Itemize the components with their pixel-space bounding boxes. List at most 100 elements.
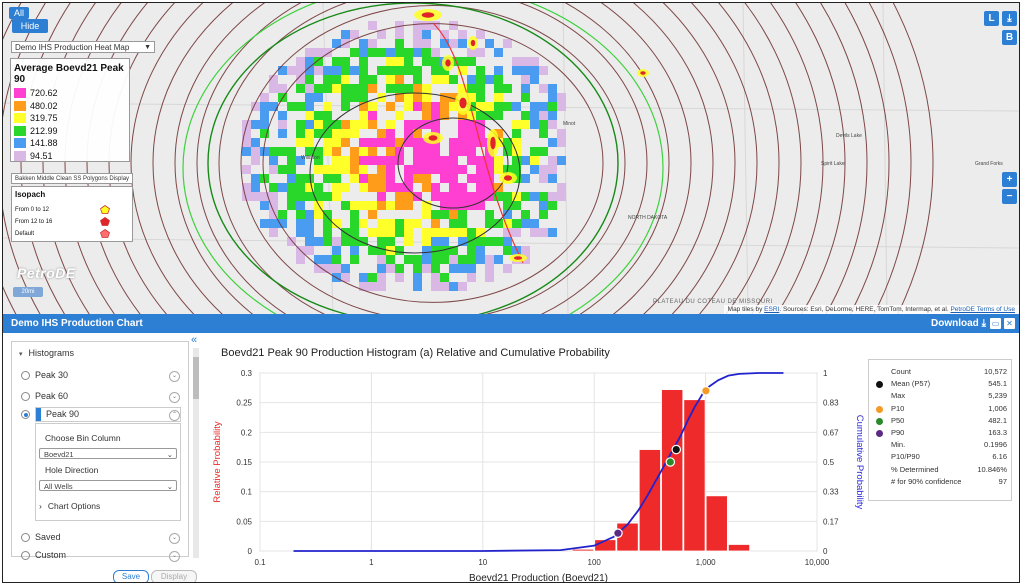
close-icon[interactable]: ✕ [1004, 318, 1015, 329]
layers-l-button[interactable]: L [984, 11, 999, 26]
sidebar-item-peak90-radio[interactable] [21, 409, 35, 420]
heatmap-cell [269, 156, 278, 165]
y2-tick-label: 0.33 [823, 488, 839, 497]
heatmap-cell [431, 228, 440, 237]
sidebar-scrollbar[interactable] [193, 348, 199, 558]
chart-options-toggle[interactable]: › Chart Options [39, 501, 100, 511]
heatmap-cell [386, 156, 395, 165]
heatmap-cell [395, 30, 404, 39]
percentile-marker[interactable] [701, 385, 711, 396]
basemap-b-button[interactable]: B [1002, 30, 1017, 45]
zoom-out-button[interactable]: − [1002, 189, 1017, 204]
legend-swatch [14, 150, 26, 161]
map-view[interactable]: All Hide Demo IHS Production Heat Map ▼ … [3, 3, 1019, 314]
heatmap-cell [467, 102, 476, 111]
heatmap-cell [323, 264, 332, 273]
download-map-icon[interactable]: ⤓ [1002, 11, 1017, 26]
heatmap-cell [431, 57, 440, 66]
heatmap-cell [503, 228, 512, 237]
pentagon-icon [100, 205, 110, 214]
collapse-sidebar-icon[interactable]: « [191, 334, 198, 346]
heatmap-cell [494, 84, 503, 93]
scale-badge[interactable]: 20mi [13, 287, 43, 297]
save-button[interactable]: Save [113, 570, 149, 582]
heatmap-cell [431, 255, 440, 264]
percentile-marker[interactable] [665, 457, 676, 467]
sidebar-item-custom[interactable]: Custom [21, 550, 66, 561]
radio-icon[interactable] [21, 551, 30, 561]
stat-value: 6.16 [992, 452, 1007, 462]
heatmap-cell [413, 147, 422, 156]
expand-chevron-icon[interactable]: ⌄ [169, 371, 180, 382]
heatmap-cell [422, 120, 431, 129]
heatmap-cell [341, 183, 350, 192]
heatmap-cell [404, 48, 413, 57]
heatmap-cell [359, 93, 368, 102]
bin-column-select[interactable]: Boevd21 ⌄ [39, 448, 177, 459]
radio-icon[interactable] [21, 371, 30, 381]
legend-label: 720.62 [30, 88, 58, 99]
isopach-contour [130, 3, 736, 314]
heatmap-cell [359, 138, 368, 147]
percentile-marker[interactable] [613, 528, 623, 538]
expand-chevron-icon[interactable]: ⌄ [169, 533, 180, 544]
radio-icon[interactable] [21, 533, 30, 543]
heatmap-cell [359, 183, 368, 192]
display-button[interactable]: Display [151, 570, 197, 582]
polygon-select[interactable]: Bakken Middle Clean SS Polygons Display [11, 173, 133, 184]
map-attribution: Map tiles by ESRI. Sources: Esri, DeLorm… [723, 305, 1019, 314]
heatmap-cell [377, 237, 386, 246]
heatmap-cell [485, 219, 494, 228]
maximize-icon[interactable]: ▭ [990, 318, 1001, 329]
hide-button[interactable]: Hide [12, 19, 48, 33]
legend-row: 319.75 [11, 112, 129, 125]
heatmap-cell [467, 75, 476, 84]
radio-selected-icon[interactable] [21, 410, 30, 420]
heatmap-cell [323, 210, 332, 219]
sidebar-item-saved[interactable]: Saved [21, 532, 61, 543]
map-canvas[interactable] [3, 3, 1019, 314]
heatmap-cell [467, 93, 476, 102]
heatmap-cell [503, 210, 512, 219]
heatmap-cell [386, 255, 395, 264]
download-button[interactable]: Download ⤓ [931, 314, 986, 333]
heatmap-cell [476, 201, 485, 210]
esri-link[interactable]: ESRI [764, 306, 780, 313]
heatmap-cell [467, 48, 476, 57]
radio-icon[interactable] [21, 392, 30, 402]
x-tick-label: 10 [478, 558, 487, 567]
heatmap-cell [476, 192, 485, 201]
expand-chevron-icon[interactable]: ⌄ [169, 392, 180, 403]
sidebar-scroll-thumb[interactable] [193, 357, 199, 399]
layer-select[interactable]: Demo IHS Production Heat Map ▼ [11, 41, 155, 53]
heatmap-cell [386, 75, 395, 84]
terms-link[interactable]: PetroDE Terms of Use [950, 306, 1015, 313]
zoom-in-button[interactable]: + [1002, 172, 1017, 187]
expand-chevron-icon[interactable]: ⌄ [169, 551, 180, 562]
heatmap-cell [494, 156, 503, 165]
stat-row: P90 163.3 [869, 428, 1013, 439]
all-button[interactable]: All [9, 7, 29, 19]
isopach-core [513, 256, 523, 260]
sidebar-item-peak30[interactable]: Peak 30 [21, 370, 68, 381]
heatmap-cell [512, 201, 521, 210]
collapse-chevron-icon[interactable]: ⌃ [169, 410, 180, 421]
heatmap-cell [368, 120, 377, 129]
stat-row: Mean (P57) 545.1 [869, 379, 1013, 390]
heatmap-cell [431, 264, 440, 273]
heatmap-cell [323, 120, 332, 129]
heatmap-cell [485, 111, 494, 120]
percentile-marker[interactable] [671, 444, 682, 455]
heatmap-cell [377, 273, 386, 282]
sidebar-item-peak60[interactable]: Peak 60 [21, 391, 68, 402]
heatmap-cell [485, 174, 494, 183]
sidebar-item-peak90[interactable]: Peak 90 [35, 407, 181, 422]
heatmap-cell [449, 264, 458, 273]
heatmap-cell [395, 156, 404, 165]
stat-name: P10/P90 [891, 452, 920, 462]
histograms-toggle[interactable]: ▾ Histograms [19, 348, 74, 358]
hole-direction-select[interactable]: All Wells ⌄ [39, 480, 177, 491]
heatmap-cell [296, 210, 305, 219]
heatmap-cell [449, 174, 458, 183]
heatmap-cell [341, 66, 350, 75]
